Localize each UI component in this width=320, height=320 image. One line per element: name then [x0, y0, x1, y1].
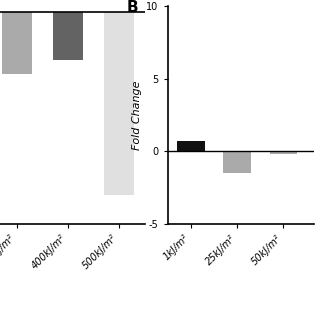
- Bar: [53, 12, 84, 60]
- Text: B: B: [127, 0, 138, 15]
- Bar: [177, 141, 205, 151]
- Bar: [104, 12, 134, 195]
- Bar: [223, 151, 251, 173]
- Bar: [2, 12, 32, 74]
- Bar: [269, 151, 297, 154]
- Y-axis label: Fold Change: Fold Change: [132, 80, 142, 150]
